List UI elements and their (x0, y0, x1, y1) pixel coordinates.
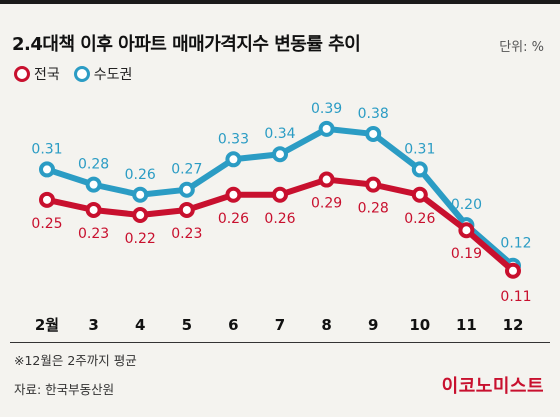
legend: 전국 수도권 (14, 64, 132, 84)
data-label-nation: 0.26 (218, 211, 249, 227)
data-point-nation (178, 201, 195, 218)
data-label-capital: 0.27 (171, 162, 202, 178)
brand-logo: 이코노미스트 (441, 376, 544, 397)
data-label-nation: 0.26 (264, 211, 295, 227)
data-point-capital (132, 186, 149, 203)
legend-marker-capital (73, 66, 90, 82)
legend-marker-nation (14, 66, 30, 82)
data-label-nation: 0.19 (451, 246, 482, 262)
data-point-capital (85, 176, 102, 193)
data-point-capital (272, 146, 288, 163)
data-point-nation (85, 201, 102, 218)
x-tick-label: 8 (321, 316, 331, 334)
data-label-nation: 0.25 (31, 216, 62, 232)
unit-label: 단위: % (499, 40, 544, 55)
x-tick-label: 12 (503, 316, 524, 334)
data-label-capital: 0.33 (218, 131, 249, 147)
legend-label-nation: 전국 (34, 67, 60, 83)
data-point-nation (458, 222, 475, 239)
data-point-capital (39, 161, 55, 178)
data-point-nation (225, 186, 242, 203)
data-point-nation (132, 207, 149, 224)
data-label-capital: 0.38 (358, 106, 389, 122)
data-point-capital (225, 151, 242, 168)
data-label-nation: 0.23 (78, 226, 109, 242)
line-chart: 2월 3 4 5 6 7 8 9 10 11 12 0.25 0.23 0.22 0.23 0.26 0.26 0… (31, 101, 531, 334)
legend-item-capital: 수도권 (73, 64, 133, 84)
x-tick-label: 11 (456, 316, 477, 334)
data-label-capital: 0.34 (264, 126, 295, 142)
data-point-capital (318, 120, 335, 137)
legend-item-nation: 전국 (14, 64, 60, 84)
data-point-nation (505, 262, 521, 279)
data-label-capital: 0.39 (311, 101, 342, 117)
data-label-nation: 0.11 (500, 289, 531, 305)
x-tick-label: 7 (275, 316, 285, 334)
x-tick-label: 4 (135, 316, 145, 334)
data-label-nation: 0.22 (125, 231, 156, 247)
data-point-capital (365, 125, 382, 142)
chart-title: 2.4대책 이후 아파트 매매가격지수 변동률 추이 (12, 34, 361, 55)
data-point-nation (365, 176, 382, 193)
data-label-nation: 0.29 (311, 196, 342, 212)
top-rule (0, 0, 560, 4)
x-tick-label: 9 (368, 316, 378, 334)
source-label: 자료: 한국부동산원 (14, 382, 115, 397)
data-label-capital: 0.12 (500, 236, 531, 252)
footnote: ※12월은 2주까지 평균 (14, 353, 137, 368)
x-tick-label: 10 (409, 316, 430, 334)
data-label-capital: 0.31 (404, 141, 435, 157)
data-label-capital: 0.31 (31, 141, 62, 157)
data-point-nation (39, 191, 55, 208)
data-point-capital (178, 181, 195, 198)
data-point-nation (411, 186, 428, 203)
x-tick-label: 5 (182, 316, 192, 334)
data-label-nation: 0.23 (171, 226, 202, 242)
data-label-capital: 0.28 (78, 157, 109, 173)
x-tick-label: 6 (228, 316, 238, 334)
data-point-nation (272, 186, 288, 203)
x-tick-label: 2월 (35, 316, 59, 334)
data-label-nation: 0.28 (358, 201, 389, 217)
data-point-nation (318, 171, 335, 188)
data-point-capital (411, 161, 428, 178)
x-tick-label: 3 (88, 316, 98, 334)
footer-divider (10, 342, 550, 343)
data-label-nation: 0.26 (404, 211, 435, 227)
data-label-capital: 0.20 (451, 197, 482, 213)
legend-label-capital: 수도권 (93, 67, 133, 83)
data-label-capital: 0.26 (125, 167, 156, 183)
